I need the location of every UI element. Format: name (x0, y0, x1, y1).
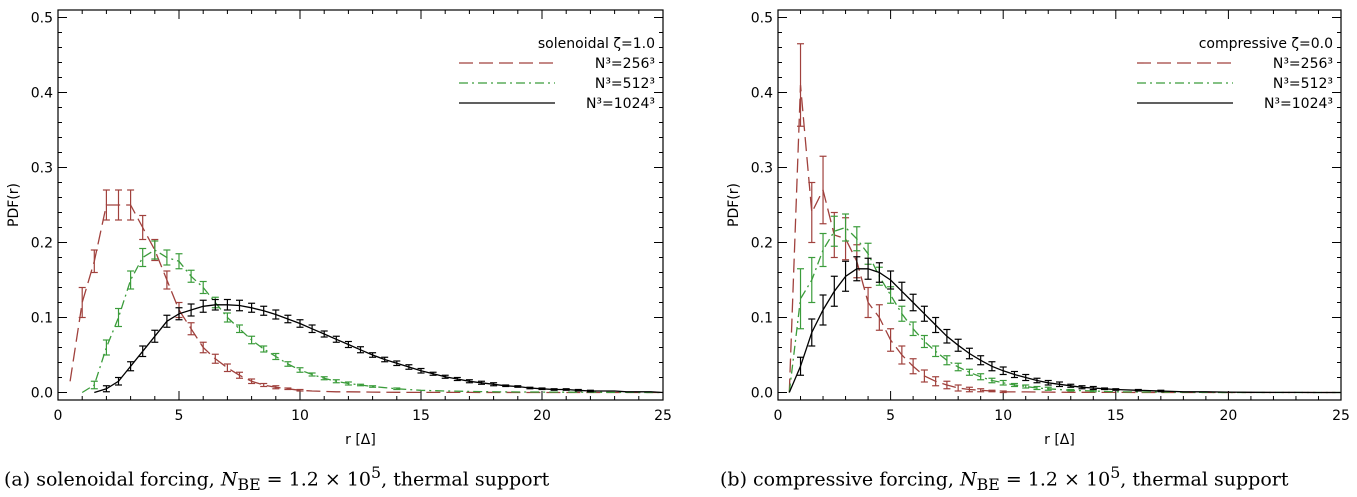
plot-frame (777, 9, 1342, 401)
legend-label-1: N³=256³ (595, 56, 655, 72)
series-line-1 (788, 84, 1341, 394)
plot-area (69, 189, 663, 394)
y-tick-label: 0.1 (751, 311, 773, 327)
caption-compressive: (b) compressive forcing, NBE = 1.2 × 105… (720, 463, 1289, 495)
x-tick-label: 0 (774, 408, 783, 424)
legend-title: solenoidal ζ=1.0 (538, 36, 655, 52)
chart-panel-solenoidal: 0 5 10 15 20 25 0.0 0.1 0.2 0.3 0.4 0.5 r [Δ] PDF(r) s… (0, 0, 678, 497)
y-tick-label: 0.3 (31, 161, 53, 177)
y-axis-label: PDF(r) (726, 183, 742, 227)
x-tick-label: 15 (1107, 408, 1125, 424)
y-tick-label: 0.3 (751, 161, 773, 177)
plot-frame (57, 9, 664, 401)
x-axis-label: r [Δ] (1044, 432, 1075, 448)
x-tick-label: 20 (533, 408, 551, 424)
chart-compressive: 0 5 10 15 20 25 0.0 0.1 0.2 0.3 0.4 0.5 r [Δ] PDF(r) c… (726, 9, 1350, 448)
legend-label-2: N³=512³ (1273, 76, 1333, 92)
legend-label-1: N³=256³ (1273, 56, 1333, 72)
legend-label-2: N³=512³ (595, 76, 655, 92)
series-line-2 (788, 226, 1341, 394)
chart-solenoidal: 0 5 10 15 20 25 0.0 0.1 0.2 0.3 0.4 0.5 r [Δ] PDF(r) s… (6, 9, 672, 448)
x-axis-label: r [Δ] (345, 432, 376, 448)
series-line-1 (69, 204, 663, 394)
chart-panel-compressive: 0 5 10 15 20 25 0.0 0.1 0.2 0.3 0.4 0.5 r [Δ] PDF(r) c… (678, 0, 1356, 497)
series-line-3 (788, 268, 1341, 394)
x-tick-label: 10 (291, 408, 309, 424)
y-tick-label: 0.5 (31, 11, 53, 27)
y-tick-label: 0.4 (751, 86, 773, 102)
x-tick-label: 15 (412, 408, 430, 424)
x-tick-label: 20 (1219, 408, 1237, 424)
y-tick-label: 0.0 (31, 386, 53, 402)
x-tick-label: 5 (175, 408, 184, 424)
x-tick-label: 5 (886, 408, 895, 424)
plot-area (788, 43, 1341, 394)
series-line-3 (94, 304, 663, 394)
y-tick-label: 0.0 (751, 386, 773, 402)
x-tick-label: 25 (1332, 408, 1350, 424)
caption-solenoidal: (a) solenoidal forcing, NBE = 1.2 × 105,… (4, 463, 550, 495)
y-tick-label: 0.5 (751, 11, 773, 27)
y-tick-label: 0.2 (31, 236, 53, 252)
y-tick-label: 0.1 (31, 311, 53, 327)
legend-label-3: N³=1024³ (1264, 96, 1333, 112)
x-tick-label: 0 (54, 408, 63, 424)
y-tick-label: 0.4 (31, 86, 53, 102)
y-tick-label: 0.2 (751, 236, 773, 252)
y-axis-label: PDF(r) (6, 183, 22, 227)
x-tick-label: 10 (994, 408, 1012, 424)
x-tick-label: 25 (654, 408, 672, 424)
legend-label-3: N³=1024³ (586, 96, 655, 112)
legend-title: compressive ζ=0.0 (1199, 36, 1333, 52)
